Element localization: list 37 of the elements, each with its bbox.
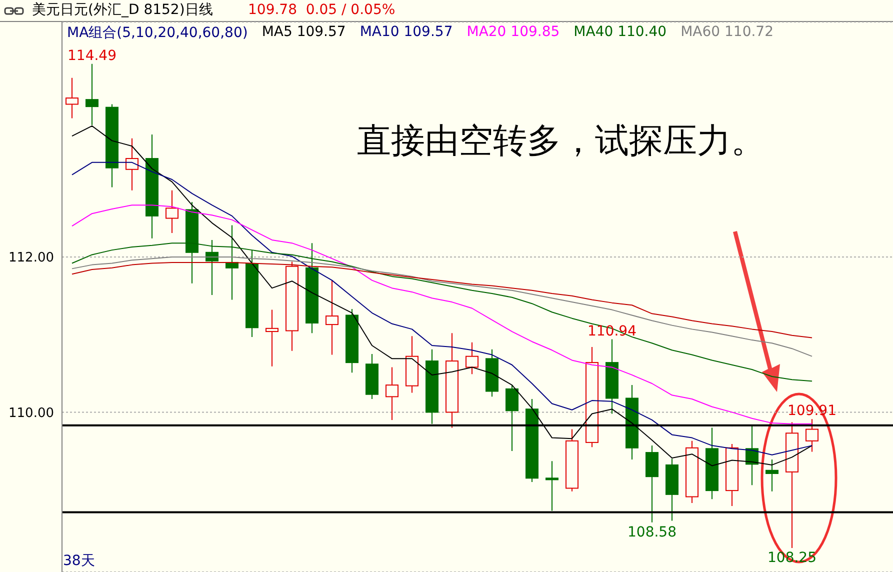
candlestick bbox=[106, 104, 118, 188]
candlestick bbox=[86, 63, 98, 126]
legend-title: MA组合(5,10,20,40,60,80) bbox=[67, 24, 248, 42]
text: MA20 109.85 bbox=[466, 24, 560, 42]
candlestick bbox=[126, 138, 138, 191]
candlestick bbox=[426, 348, 438, 424]
annotation: 38天 bbox=[63, 552, 95, 570]
chart-title: 美元日元(外汇_D 8152)日线 bbox=[32, 1, 213, 20]
annotation: 直接由空转多，试探压力。 bbox=[357, 122, 765, 162]
candlestick bbox=[386, 366, 398, 420]
candlestick bbox=[406, 336, 418, 394]
candlestick bbox=[546, 460, 558, 512]
candlestick bbox=[246, 250, 258, 338]
text: MA40 110.40 bbox=[574, 24, 667, 42]
y-tick-label: 110.00 bbox=[8, 406, 54, 421]
candlestick bbox=[266, 309, 278, 367]
candlestick bbox=[706, 427, 718, 500]
candlestick bbox=[566, 428, 578, 492]
annotation: 114.49 bbox=[68, 48, 116, 64]
chart-subtitle: 109.78 0.05 / 0.05% bbox=[248, 1, 396, 20]
candlestick bbox=[626, 384, 638, 460]
candlestick bbox=[806, 418, 818, 452]
candlestick bbox=[666, 458, 678, 522]
candlestick bbox=[446, 332, 458, 428]
candlestick bbox=[646, 445, 658, 523]
candlestick bbox=[166, 190, 178, 234]
candlestick bbox=[326, 280, 338, 356]
candlestick bbox=[766, 459, 778, 492]
candlestick bbox=[66, 77, 78, 119]
y-tick-label: 112.00 bbox=[8, 250, 54, 266]
text: MA10 109.57 bbox=[360, 24, 453, 42]
candlestick bbox=[786, 422, 798, 548]
annotation: 108.58 bbox=[628, 524, 676, 540]
candlestick bbox=[146, 134, 158, 239]
candlestick bbox=[606, 338, 618, 414]
text: MA60 110.72 bbox=[680, 24, 774, 42]
text: MA5 109.57 bbox=[262, 24, 346, 42]
